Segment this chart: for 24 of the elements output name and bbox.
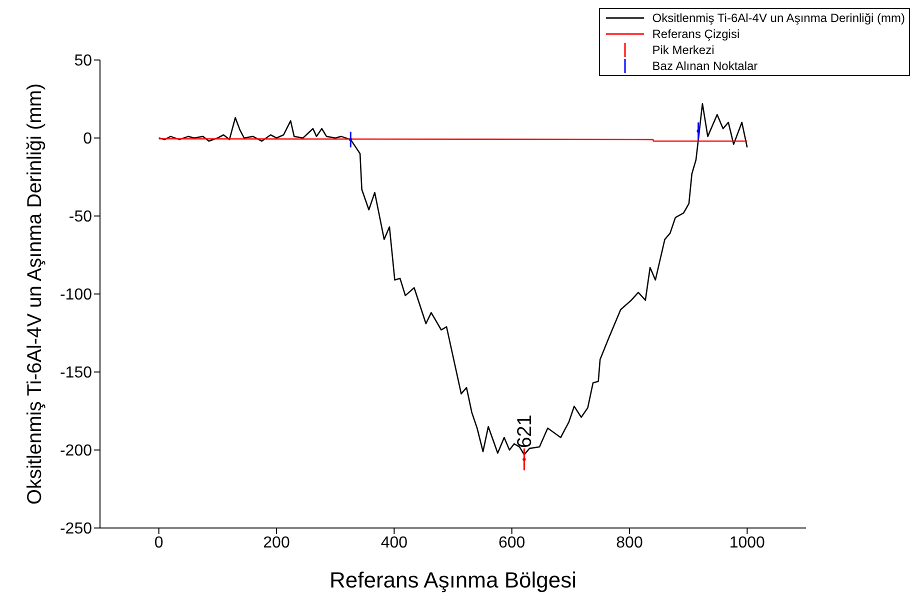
x-axis-title: Referans Aşınma Bölgesi <box>329 568 577 593</box>
legend-label: Oksitlenmiş Ti-6Al-4V un Aşınma Derinliği (mm) <box>652 11 905 25</box>
point <box>349 138 352 142</box>
x-tick-label: 0 <box>154 534 164 552</box>
y-tick-label: -200 <box>60 442 92 460</box>
y-axis-title: Oksitlenmiş Ti-6Al-4V un Aşınma Derinliği (mm) <box>24 83 46 505</box>
x-tick-label: 400 <box>380 534 408 552</box>
x-tick-label: 1000 <box>729 534 766 552</box>
y-tick-label: 50 <box>74 52 92 70</box>
point <box>696 129 700 133</box>
y-tick-label: -150 <box>60 364 92 382</box>
y-tick-label: -250 <box>60 520 92 538</box>
line-series <box>158 103 748 456</box>
x-tick-label: 600 <box>498 534 526 552</box>
y-tick-label: 0 <box>83 130 92 148</box>
x-tick-label: 800 <box>616 534 643 552</box>
point <box>522 458 526 461</box>
y-tick-label: -100 <box>60 286 92 304</box>
legend-label: Referans Çizgisi <box>652 27 740 41</box>
annotation: 621 <box>514 414 536 448</box>
legend-label: Baz Alınan Noktalar <box>652 59 758 73</box>
legend-label: Pik Merkezi <box>652 43 714 57</box>
x-tick-label: 200 <box>263 534 290 552</box>
y-tick-label: -50 <box>68 208 92 226</box>
